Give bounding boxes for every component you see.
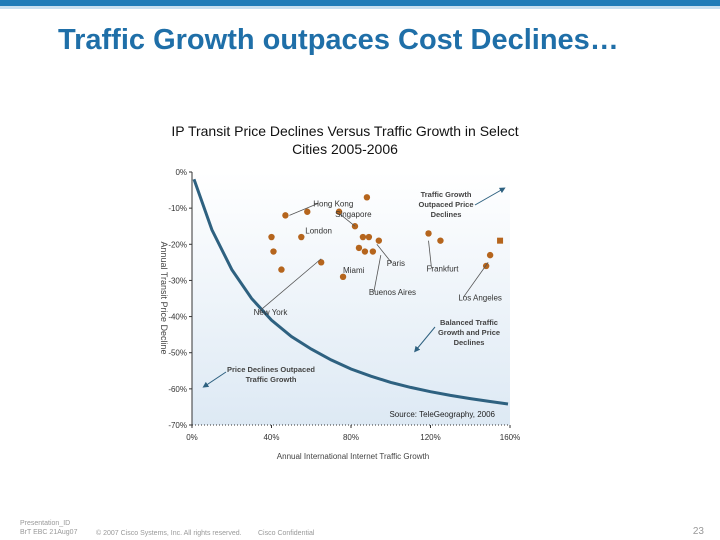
region-label-bottom-left-line: Price Declines Outpaced [227,365,315,374]
source-note: Source: TeleGeography, 2006 [389,410,495,419]
annotation-leader [462,262,489,298]
data-point [282,212,289,219]
footer-line-1: Presentation_ID [20,520,71,527]
y-tick-label: 0% [175,168,187,177]
top-accent-stripe [0,6,720,9]
footer-confidential: Cisco Confidential [258,530,315,537]
y-tick-label: -40% [168,313,187,322]
data-point [335,208,343,215]
footer-presentation-id: Presentation_ID BrT EBC 21Aug07 [20,519,77,537]
annotation-leader [339,213,356,227]
x-axis-label: Annual International Internet Traffic Gr… [277,452,429,461]
annotation-label: Singapore [335,210,372,219]
annotation-label: Miami [343,266,365,275]
data-point [268,233,275,241]
data-point [317,259,325,266]
x-tick-label: 40% [263,433,279,442]
data-point [270,248,277,255]
annotation-label: Buenos Aires [369,288,416,297]
data-point [278,266,285,273]
annotation-label: Los Angeles [458,293,502,302]
plot-area [192,172,510,425]
region-label-balanced-line: Declines [454,338,485,347]
data-point [355,244,363,252]
footer-line-2: BrT EBC 21Aug07 [20,529,78,536]
x-tick-label: 160% [500,433,520,442]
arrow-traffic-outpaced [474,187,506,206]
chart-title: IP Transit Price Declines Versus Traffic… [171,123,519,157]
region-label-top-right: Traffic Growth Outpaced Price Declines [418,190,473,219]
region-label-bottom-left: Price Declines Outpaced Traffic Growth [227,365,315,384]
annotation-leader [289,202,319,216]
data-point [369,248,377,255]
y-tick-label: -20% [168,240,187,249]
data-point [359,233,367,241]
arrow-balanced [414,326,436,353]
data-point [425,230,432,237]
annotation-leader [376,244,393,264]
annotation-label: Hong Kong [313,199,353,208]
x-tick-label: 0% [186,433,198,442]
annotation-leader [258,258,322,313]
annotation-label: New York [254,308,289,317]
y-tick-label: -70% [168,421,187,430]
annotation-label: Frankfurt [427,264,460,273]
annotation-label: Paris [387,259,405,268]
y-tick-label: -10% [168,204,187,213]
region-label-top-right-line: Declines [431,210,462,219]
region-label-top-right-line: Outpaced Price [418,200,473,209]
data-point [486,251,494,259]
data-point [437,237,444,244]
region-label-top-right-line: Traffic Growth [421,190,472,199]
region-label-balanced-line: Balanced Traffic [440,318,498,327]
data-point [363,194,371,201]
data-point [365,233,373,241]
footer-copyright: © 2007 Cisco Systems, Inc. All rights re… [96,530,242,537]
annotation-label: London [305,226,332,235]
slide-title: Traffic Growth outpaces Cost Declines… [58,24,619,56]
trend-curve [192,178,509,406]
y-tick-label: -50% [168,349,187,358]
region-label-balanced: Balanced Traffic Growth and Price Declin… [438,318,500,347]
annotation-leader [428,240,432,269]
data-point [361,248,369,255]
y-axis-label: Annual Transit Price Decline [159,241,169,354]
page-number: 23 [692,526,704,537]
data-point [339,273,347,281]
data-point [304,208,311,215]
top-accent-bar [0,0,720,6]
y-tick-label: -60% [168,385,187,394]
arrow-price-outpaced [202,371,227,388]
y-tick-label: -30% [168,276,187,285]
annotation-leader [373,255,382,292]
data-point [497,237,504,244]
data-point [298,233,305,241]
x-tick-label: 80% [343,433,359,442]
region-label-balanced-line: Growth and Price [438,328,500,337]
data-point [375,237,383,244]
region-label-bottom-left-line: Traffic Growth [246,375,297,384]
x-tick-label: 120% [420,433,440,442]
